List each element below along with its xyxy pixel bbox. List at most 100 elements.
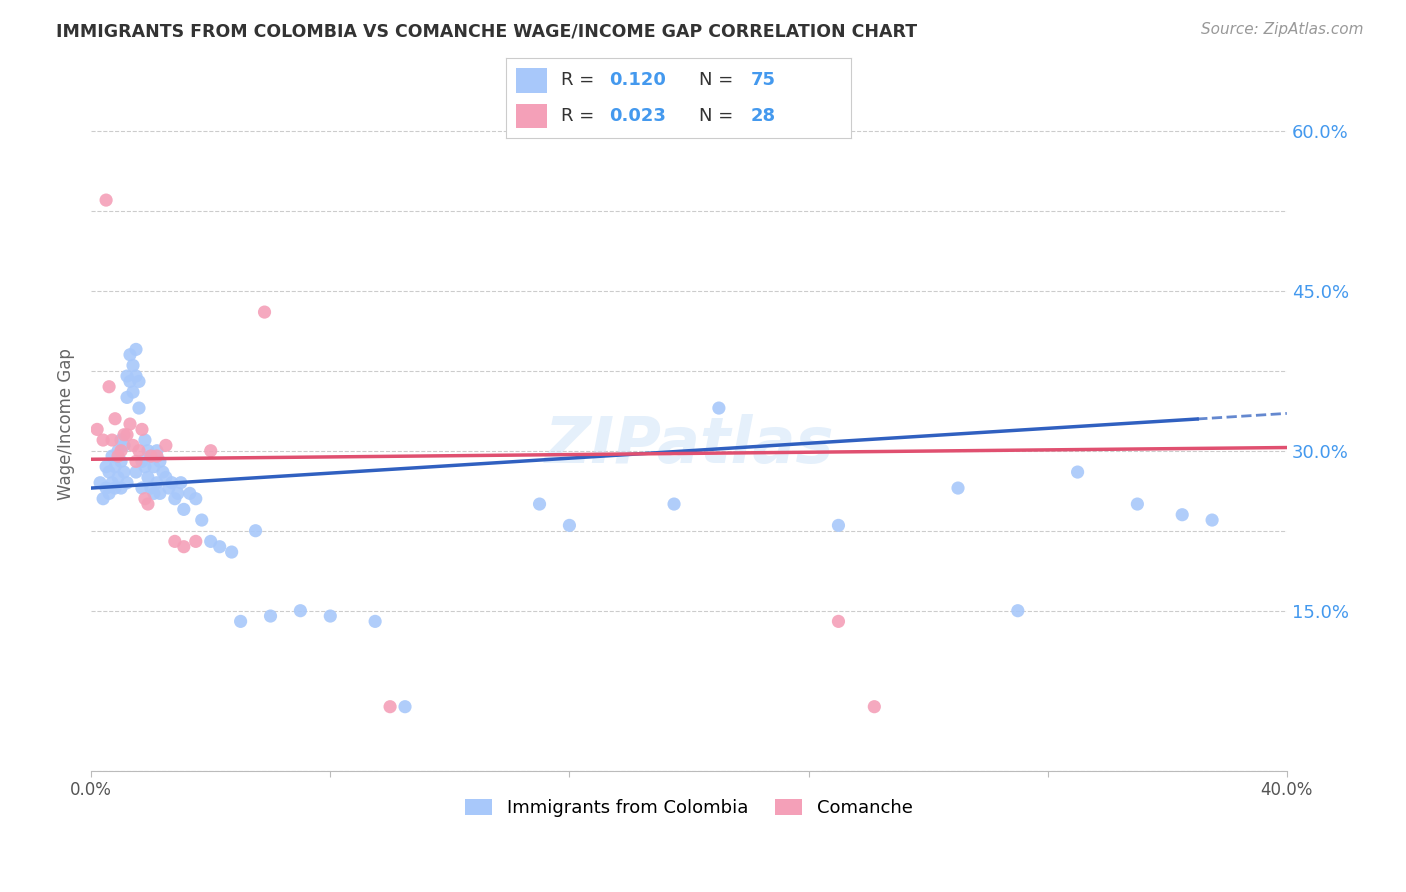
Point <box>122 385 145 400</box>
Bar <box>516 69 547 93</box>
Point <box>101 433 124 447</box>
Point <box>221 545 243 559</box>
Point <box>136 497 159 511</box>
Point <box>125 454 148 468</box>
Point <box>142 486 165 500</box>
Text: N =: N = <box>699 71 740 89</box>
Point <box>134 433 156 447</box>
Point <box>136 470 159 484</box>
Text: 0.120: 0.120 <box>610 71 666 89</box>
Point <box>98 465 121 479</box>
Point <box>115 391 138 405</box>
Point <box>118 375 141 389</box>
Point <box>827 615 849 629</box>
Text: R =: R = <box>561 71 600 89</box>
Point <box>149 454 172 468</box>
Point <box>378 699 401 714</box>
Point <box>160 475 183 490</box>
Point <box>142 459 165 474</box>
Point <box>190 513 212 527</box>
Point <box>101 475 124 490</box>
Point <box>115 475 138 490</box>
Point <box>94 193 117 207</box>
Point <box>863 699 886 714</box>
Point <box>163 534 186 549</box>
Point <box>91 433 114 447</box>
Point <box>319 609 342 624</box>
Point <box>136 443 159 458</box>
Point <box>110 454 132 468</box>
Point <box>98 380 121 394</box>
Point <box>1201 513 1223 527</box>
Point <box>89 475 111 490</box>
Y-axis label: Wage/Income Gap: Wage/Income Gap <box>58 348 75 500</box>
Point <box>134 459 156 474</box>
Point <box>110 481 132 495</box>
Point <box>122 438 145 452</box>
Point <box>107 449 129 463</box>
Point <box>394 699 416 714</box>
Point <box>118 417 141 431</box>
Point <box>94 481 117 495</box>
Point <box>290 604 312 618</box>
Text: 0.023: 0.023 <box>610 107 666 125</box>
Text: ZIPatlas: ZIPatlas <box>544 414 834 475</box>
Point <box>173 540 195 554</box>
Point <box>104 411 127 425</box>
Point <box>146 475 169 490</box>
Point <box>125 343 148 357</box>
Point <box>101 449 124 463</box>
Text: 28: 28 <box>751 107 776 125</box>
Text: IMMIGRANTS FROM COLOMBIA VS COMANCHE WAGE/INCOME GAP CORRELATION CHART: IMMIGRANTS FROM COLOMBIA VS COMANCHE WAG… <box>56 22 917 40</box>
Point <box>139 449 162 463</box>
Point <box>128 401 150 415</box>
Point <box>1171 508 1194 522</box>
Point <box>529 497 551 511</box>
Point <box>107 470 129 484</box>
Point <box>139 449 162 463</box>
Point <box>259 609 281 624</box>
Point <box>208 540 231 554</box>
Point <box>166 486 188 500</box>
Point <box>200 443 222 458</box>
Point <box>827 518 849 533</box>
Text: Source: ZipAtlas.com: Source: ZipAtlas.com <box>1201 22 1364 37</box>
Point <box>104 459 127 474</box>
Point <box>91 491 114 506</box>
Point <box>662 497 685 511</box>
Point <box>245 524 267 538</box>
Text: N =: N = <box>699 107 740 125</box>
Point <box>110 443 132 458</box>
Point <box>112 438 135 452</box>
Point <box>146 443 169 458</box>
Point <box>98 486 121 500</box>
Point <box>152 465 174 479</box>
Point <box>1007 604 1029 618</box>
Text: R =: R = <box>561 107 600 125</box>
Point <box>155 438 177 452</box>
Point <box>184 491 207 506</box>
Legend: Immigrants from Colombia, Comanche: Immigrants from Colombia, Comanche <box>458 791 920 824</box>
Point <box>115 369 138 384</box>
Point <box>131 454 153 468</box>
Point <box>128 443 150 458</box>
Point <box>170 475 193 490</box>
Point <box>184 534 207 549</box>
Point <box>1126 497 1149 511</box>
Point <box>558 518 581 533</box>
Point <box>179 486 201 500</box>
Point <box>707 401 730 415</box>
Point <box>104 481 127 495</box>
Point <box>112 465 135 479</box>
Point <box>253 305 276 319</box>
Point <box>125 465 148 479</box>
Bar <box>516 103 547 128</box>
Point <box>131 481 153 495</box>
Point <box>229 615 252 629</box>
Point <box>1066 465 1088 479</box>
Point <box>128 375 150 389</box>
Point <box>146 449 169 463</box>
Text: 75: 75 <box>751 71 776 89</box>
Point <box>139 481 162 495</box>
Point <box>364 615 387 629</box>
